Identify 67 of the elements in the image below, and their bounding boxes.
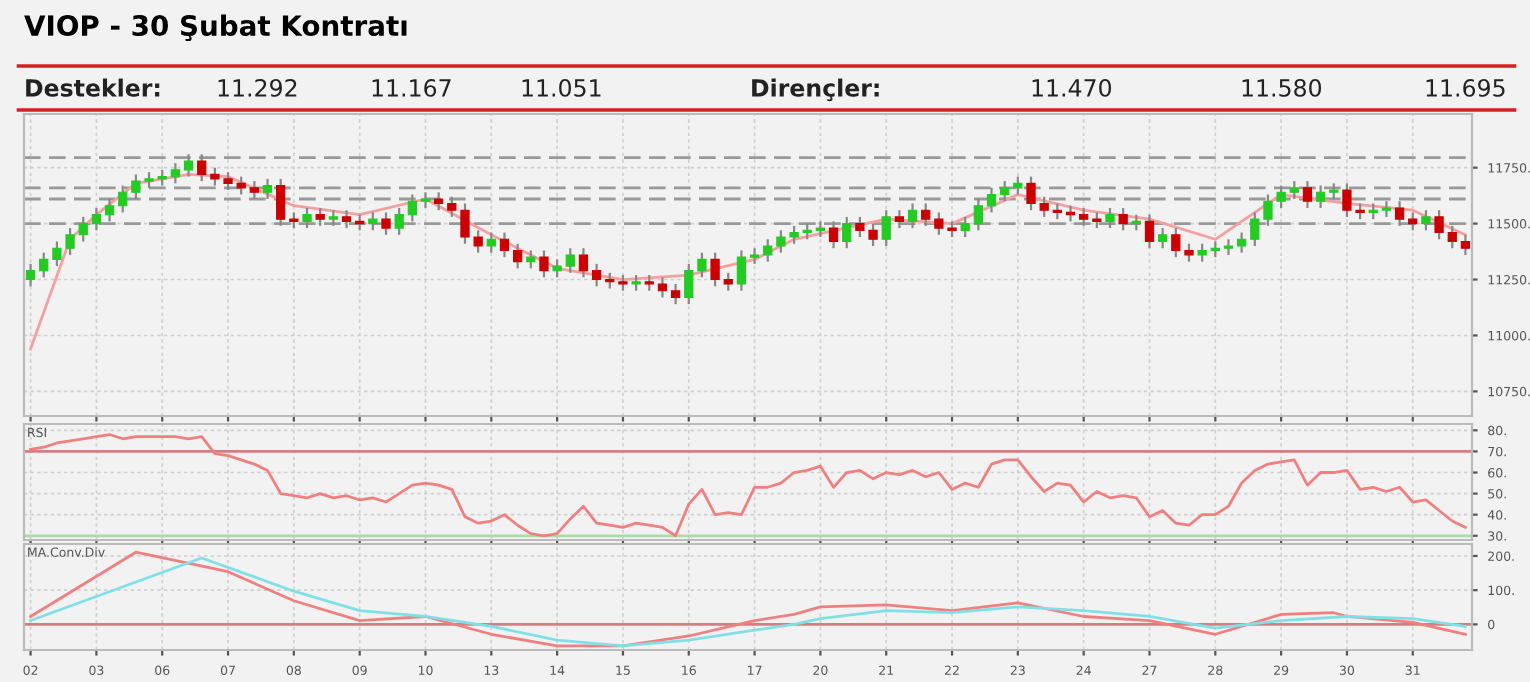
candlestick [1065, 204, 1076, 223]
candlestick [539, 249, 549, 279]
text: 11.167 [372, 78, 451, 97]
candlestick [39, 251, 49, 279]
text: 11.051 [522, 78, 601, 97]
candlestick [828, 220, 839, 250]
candlestick [341, 209, 352, 230]
text: 11.292 [218, 78, 297, 97]
candlestick [25, 262, 36, 288]
candlestick [170, 162, 181, 185]
line-series [29, 173, 1467, 351]
chart-title: VIOP - 30 Şubat Kontratı [24, 14, 407, 42]
candlestick [183, 153, 194, 178]
candlestick [657, 276, 668, 299]
candlestick [394, 206, 404, 236]
candlestick [815, 220, 826, 239]
candlestick [710, 251, 720, 288]
candlestick [1434, 209, 1444, 241]
candlestick [91, 206, 102, 232]
candlestick [1105, 206, 1115, 230]
candlestick [1460, 233, 1471, 257]
candlestick [1302, 180, 1313, 210]
candlestick [381, 211, 391, 236]
candlestick [104, 197, 115, 223]
candlestick [1447, 224, 1457, 250]
candlestick [736, 249, 747, 292]
candlestick [1421, 209, 1431, 232]
candlestick [763, 238, 773, 263]
text: 11.695 [1426, 78, 1505, 97]
candlestick [591, 262, 602, 288]
candlestick [407, 193, 417, 223]
candlestick [960, 215, 970, 239]
candlestick [499, 231, 510, 259]
candlestick [276, 177, 286, 227]
candlestick [842, 215, 852, 250]
candlestick [420, 191, 431, 210]
candlestick [697, 251, 707, 279]
text: 11.470 [1032, 78, 1112, 97]
candlestick [262, 177, 273, 201]
candlestick [973, 197, 983, 232]
candlestick [486, 231, 496, 254]
text: 11.580 [1242, 78, 1322, 97]
candlestick [881, 209, 891, 248]
candlestick [1118, 206, 1128, 232]
candlestick [1315, 184, 1326, 210]
candlestick [118, 184, 128, 214]
candlestick [302, 206, 312, 230]
candlestick [684, 262, 694, 306]
candlestick [986, 186, 997, 214]
candlestick [78, 215, 88, 243]
candlestick [1158, 226, 1168, 250]
candlestick [565, 247, 575, 274]
candlestick [1394, 200, 1405, 227]
candlestick [749, 247, 760, 265]
candlestick [1000, 180, 1010, 203]
candlestick [1144, 213, 1155, 250]
candlestick [513, 242, 523, 270]
candlestick [1237, 231, 1247, 254]
text: Dirençler: [752, 78, 879, 102]
candlestick [578, 247, 589, 279]
candlestick [670, 282, 681, 306]
candlestick [907, 202, 918, 230]
text: Destekler: [26, 78, 160, 97]
candlestick [921, 202, 931, 227]
candlestick [1223, 238, 1234, 257]
candlestick [1381, 200, 1392, 219]
candlestick [197, 153, 207, 183]
